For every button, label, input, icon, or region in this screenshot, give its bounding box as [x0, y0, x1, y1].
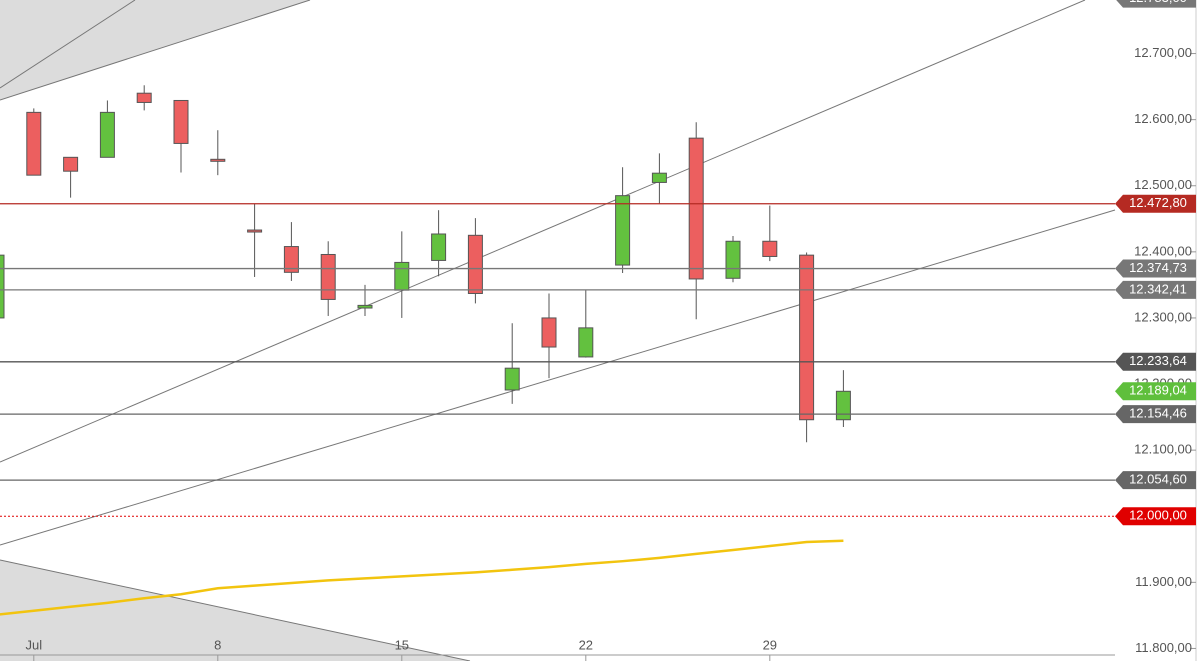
price-tag: [1115, 507, 1196, 526]
trend-line: [0, 209, 1116, 546]
candle-body: [99, 111, 115, 158]
price-tag: [1115, 382, 1196, 401]
price-tag: [1115, 259, 1196, 278]
trend-line: [0, 559, 471, 661]
candle-body: [283, 246, 299, 273]
x-tick-label: 22: [579, 637, 593, 652]
x-tick-label: 15: [395, 637, 409, 652]
candle-body: [578, 327, 594, 358]
candle-body: [835, 390, 851, 421]
y-tick-label: 12.600,00: [1134, 111, 1192, 126]
y-tick-label: 12.100,00: [1134, 442, 1192, 457]
candle-body: [247, 229, 263, 233]
candle-body: [173, 99, 189, 144]
candle-body: [504, 367, 520, 391]
price-tag-label: 12.472,80: [1129, 195, 1187, 210]
y-tick-label: 12.300,00: [1134, 309, 1192, 324]
candle-body: [0, 254, 5, 319]
price-tag-label: 12.189,04: [1129, 383, 1187, 398]
candle-body: [651, 172, 667, 183]
candle-body: [136, 92, 152, 103]
price-tag-label: 12.783,00: [1129, 0, 1187, 5]
trend-line: [0, 0, 311, 101]
candle-body: [541, 317, 557, 348]
price-tag-label: 12.374,73: [1129, 260, 1187, 275]
x-tick-label: 29: [763, 637, 777, 652]
candle-body: [26, 111, 42, 176]
price-tag: [1115, 352, 1196, 371]
price-tag: [1115, 194, 1196, 213]
candle-body: [63, 156, 79, 172]
price-tag: [1115, 471, 1196, 490]
candle-body: [431, 233, 447, 261]
price-tag-label: 12.154,46: [1129, 406, 1187, 421]
y-tick-label: 12.700,00: [1134, 45, 1192, 60]
y-tick-label: 12.400,00: [1134, 243, 1192, 258]
x-tick-label: 8: [214, 637, 221, 652]
price-tag: [1115, 280, 1196, 299]
candle-body: [467, 234, 483, 294]
candle-body: [725, 240, 741, 279]
moving-average: [0, 539, 844, 616]
candle-body: [762, 240, 778, 257]
candle-body: [210, 158, 226, 162]
price-tag-label: 12.000,00: [1129, 508, 1187, 523]
price-tag-label: 12.054,60: [1129, 472, 1187, 487]
price-tag: [1116, 0, 1196, 8]
candle-body: [320, 253, 336, 300]
trend-line: [0, 0, 136, 89]
candle-body: [799, 254, 815, 421]
candle-body: [394, 261, 410, 291]
price-tag-label: 12.233,64: [1129, 353, 1187, 368]
y-tick-label: 11.900,00: [1135, 574, 1192, 589]
price-tag: [1115, 405, 1196, 424]
y-tick-label: 12.500,00: [1134, 177, 1192, 192]
x-tick-label: Jul: [25, 637, 42, 652]
candle-body: [688, 137, 704, 280]
trend-line: [0, 0, 1086, 463]
candle-body: [357, 304, 373, 309]
price-tag-label: 12.342,41: [1129, 281, 1187, 296]
candle-body: [615, 195, 631, 266]
y-tick-label: 11.800,00: [1135, 640, 1192, 655]
